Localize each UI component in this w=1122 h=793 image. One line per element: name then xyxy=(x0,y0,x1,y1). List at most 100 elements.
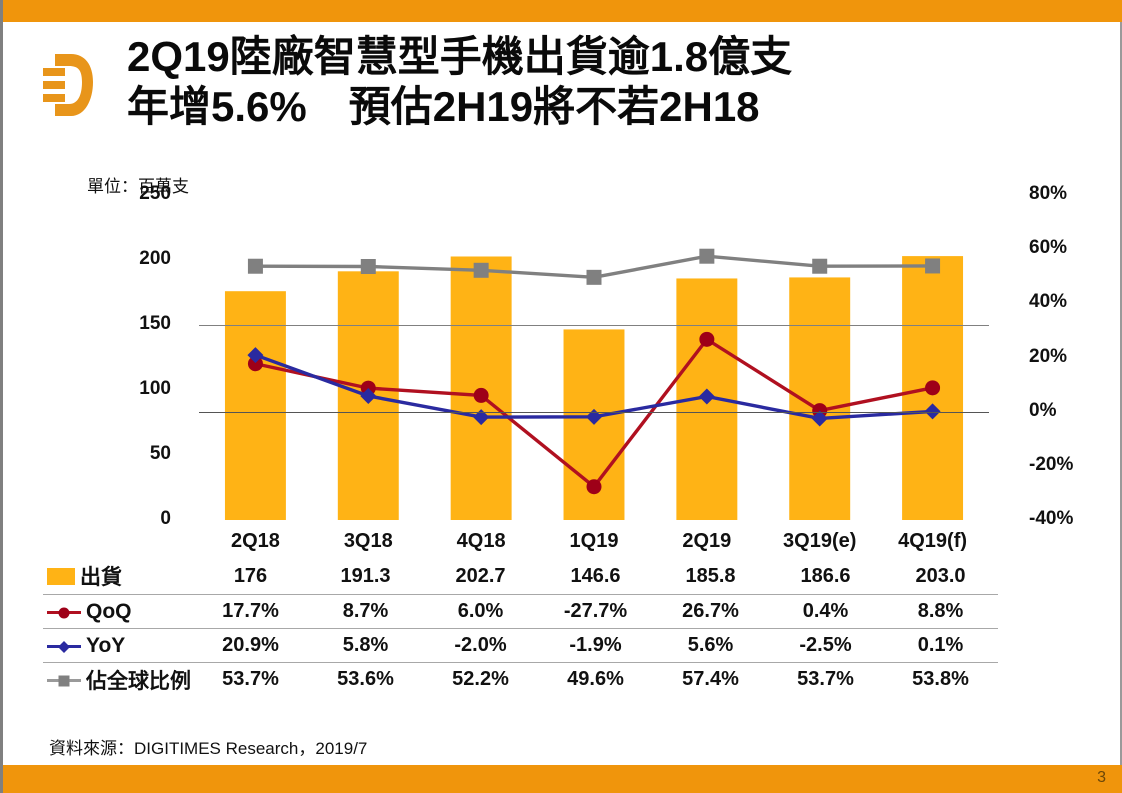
y-axis-tick-left: 200 xyxy=(139,248,171,269)
table-cell: -2.0% xyxy=(454,634,507,656)
table-cell: 185.8 xyxy=(685,564,736,587)
marker-YoY-1Q19 xyxy=(586,408,602,425)
table-cell: 20.9% xyxy=(222,634,279,656)
qoq-line-marker-icon xyxy=(47,604,81,620)
x-axis-labels: 2Q18 3Q18 4Q18 1Q19 2Q19 3Q19(e) 4Q19(f) xyxy=(3,530,1122,558)
table-row: 出貨 176 191.3 202.7 146.6 185.8 186.6 203.0 xyxy=(43,558,998,594)
x-axis-tick-3Q18: 3Q18 xyxy=(343,530,393,552)
table-row: QoQ 17.7% 8.7% 6.0% -27.7% 26.7% 0.4% 8.8% xyxy=(43,594,998,628)
y-axis-tick-right: -20% xyxy=(1029,453,1074,475)
table-cell: 5.8% xyxy=(342,634,389,656)
table-cell: 203.0 xyxy=(915,564,966,587)
global-share-line-marker-icon xyxy=(47,672,81,688)
marker-佔全球比例-3Q19(e) xyxy=(812,258,828,274)
table-cell: -1.9% xyxy=(569,634,622,656)
table-cell: 186.6 xyxy=(800,564,851,587)
table-cell: 52.2% xyxy=(452,668,509,690)
marker-佔全球比例-2Q19 xyxy=(699,248,715,264)
legend-label-shipment: 出貨 xyxy=(80,566,122,589)
y-axis-tick-left: 50 xyxy=(149,443,171,464)
table-cell: 53.6% xyxy=(337,668,394,690)
x-axis-tick-3Q19(e): 3Q19(e) xyxy=(783,530,857,552)
x-axis-tick-4Q18: 4Q18 xyxy=(456,530,506,552)
chart-plot xyxy=(224,248,964,520)
shipment-swatch-icon xyxy=(47,567,75,585)
y-axis-tick-right: 20% xyxy=(1029,345,1068,367)
table-cell: 8.7% xyxy=(342,600,389,622)
table-cell: 0.1% xyxy=(917,634,964,656)
top-accent-bar xyxy=(3,0,1122,22)
marker-YoY-4Q19(f) xyxy=(924,403,941,420)
page-title: 2Q19陸廠智慧型手機出貨逾1.8億支 年增5.6% 預估2H19將不若2H18 xyxy=(127,32,947,131)
zero-reference-line xyxy=(199,411,989,413)
marker-佔全球比例-3Q18 xyxy=(360,259,376,274)
table-cell: 191.3 xyxy=(340,564,391,587)
table-cell: 146.6 xyxy=(570,564,621,587)
y-axis-tick-right: 60% xyxy=(1029,237,1068,259)
table-cell: 176 xyxy=(233,564,268,587)
x-axis-tick-1Q19: 1Q19 xyxy=(569,530,619,552)
y-axis-tick-right: 40% xyxy=(1029,291,1068,313)
table-cell: 0.4% xyxy=(802,600,849,622)
x-axis-tick-2Q18: 2Q18 xyxy=(230,530,280,552)
marker-YoY-4Q18 xyxy=(473,409,490,426)
marker-YoY-2Q18 xyxy=(247,347,264,364)
table-cell: -2.5% xyxy=(799,634,852,656)
legend-item-yoy: YoY xyxy=(43,634,193,658)
marker-YoY-3Q18 xyxy=(360,387,377,404)
marker-佔全球比例-2Q18 xyxy=(247,258,263,274)
y-axis-tick-right: 80% xyxy=(1029,183,1068,204)
page-title-line2: 年增5.6% 預估2H19將不若2H18 xyxy=(127,82,760,130)
y-axis-tick-left: 150 xyxy=(139,313,171,334)
table-cell: 26.7% xyxy=(682,600,739,622)
bottom-accent-bar xyxy=(3,765,1122,793)
chart-unit-label: 單位：百萬支 xyxy=(87,177,189,196)
table-cell: 53.8% xyxy=(912,668,969,690)
x-axis-tick-2Q19: 2Q19 xyxy=(682,530,732,552)
table-row: 佔全球比例 53.7% 53.6% 52.2% 49.6% 57.4% 53.7% 53.8… xyxy=(43,662,998,696)
y-axis-tick-right: -40% xyxy=(1029,508,1074,529)
table-cell: 6.0% xyxy=(457,600,504,622)
table-cell: 17.7% xyxy=(222,600,279,622)
legend-label-global-share: 佔全球比例 xyxy=(86,669,191,693)
marker-佔全球比例-4Q19(f) xyxy=(925,258,941,274)
table-cell: 57.4% xyxy=(682,668,739,690)
bar-2Q18 xyxy=(224,291,286,520)
digitimes-d-logo-icon xyxy=(41,48,97,124)
y-axis-tick-left: 250 xyxy=(139,183,171,204)
legend-label-yoy: YoY xyxy=(86,633,126,657)
page-number: 3 xyxy=(1097,769,1106,786)
table-cell: 53.7% xyxy=(797,668,854,690)
marker-QoQ-1Q19 xyxy=(586,479,602,495)
table-cell: 49.6% xyxy=(567,668,624,690)
marker-QoQ-2Q18 xyxy=(247,356,263,372)
data-table: 出貨 176 191.3 202.7 146.6 185.8 186.6 203.0 QoQ… xyxy=(43,558,998,696)
marker-QoQ-2Q19 xyxy=(699,331,715,347)
table-row: YoY 20.9% 5.8% -2.0% -1.9% 5.6% -2.5% 0.1% xyxy=(43,628,998,662)
marker-YoY-2Q19 xyxy=(698,388,715,405)
table-cell: -27.7% xyxy=(563,600,628,622)
table-cell: 202.7 xyxy=(455,564,506,587)
legend-item-qoq: QoQ xyxy=(43,600,193,624)
table-cell: 8.8% xyxy=(917,600,964,622)
marker-佔全球比例-4Q18 xyxy=(473,262,489,278)
y-axis-tick-left: 100 xyxy=(139,378,171,399)
marker-佔全球比例-1Q19 xyxy=(586,269,602,285)
table-cell: 5.6% xyxy=(687,634,734,656)
x-axis-tick-4Q19(f): 4Q19(f) xyxy=(898,530,968,552)
marker-QoQ-4Q19(f) xyxy=(925,380,941,396)
yoy-line-marker-icon xyxy=(47,638,81,654)
chart-area: 0 50 100 150 200 250 -40% -20% 0% 20% 40% 60% 80% xyxy=(3,183,1122,540)
marker-YoY-3Q19(e) xyxy=(811,410,828,427)
table-cell: 53.7% xyxy=(222,668,279,690)
legend-label-qoq: QoQ xyxy=(86,599,132,623)
x-axis-line xyxy=(199,325,989,326)
page-title-line1: 2Q19陸廠智慧型手機出貨逾1.8億支 xyxy=(127,33,793,80)
legend-item-global-share: 佔全球比例 xyxy=(43,665,193,695)
y-axis-tick-right: 0% xyxy=(1029,399,1057,421)
legend-item-shipment: 出貨 xyxy=(43,561,193,591)
y-axis-tick-left: 0 xyxy=(160,508,171,529)
source-note: 資料來源：DIGITIMES Research，2019/7 xyxy=(49,739,368,758)
marker-QoQ-4Q18 xyxy=(473,387,489,403)
